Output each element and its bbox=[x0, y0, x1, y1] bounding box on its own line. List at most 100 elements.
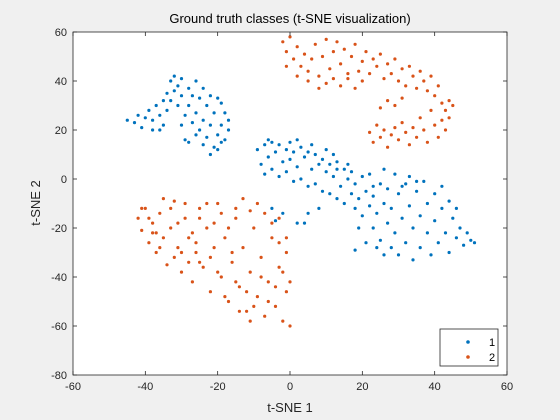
legend-marker-series-1 bbox=[466, 340, 470, 344]
data-point bbox=[172, 255, 176, 259]
data-point bbox=[165, 108, 169, 112]
data-point bbox=[404, 84, 408, 88]
data-point bbox=[266, 280, 270, 284]
data-point bbox=[198, 260, 202, 264]
data-point bbox=[335, 160, 339, 164]
data-point bbox=[357, 69, 361, 73]
data-point bbox=[378, 238, 382, 242]
data-point bbox=[212, 145, 216, 149]
data-point bbox=[143, 206, 147, 210]
data-point bbox=[407, 204, 411, 208]
data-point bbox=[226, 118, 231, 122]
data-point bbox=[277, 265, 281, 269]
data-point bbox=[306, 211, 310, 215]
data-point bbox=[415, 135, 419, 139]
data-point bbox=[259, 255, 263, 259]
data-point bbox=[205, 226, 209, 230]
data-point bbox=[425, 140, 429, 144]
data-point bbox=[393, 172, 397, 176]
data-point bbox=[310, 143, 314, 147]
data-point bbox=[368, 72, 372, 76]
data-point bbox=[223, 111, 227, 115]
data-point bbox=[237, 309, 241, 313]
data-point bbox=[172, 89, 176, 93]
data-point bbox=[429, 74, 433, 78]
data-point bbox=[281, 160, 285, 164]
data-point bbox=[154, 250, 158, 255]
data-point bbox=[306, 69, 310, 73]
data-point bbox=[201, 265, 205, 269]
x-tick-label: 40 bbox=[429, 381, 441, 393]
data-point bbox=[169, 99, 173, 103]
data-point bbox=[259, 162, 263, 166]
data-point bbox=[342, 201, 346, 206]
data-point bbox=[273, 150, 278, 154]
data-point bbox=[335, 40, 339, 44]
data-point bbox=[158, 211, 162, 215]
data-point bbox=[396, 79, 401, 83]
data-point bbox=[368, 204, 372, 208]
data-point bbox=[349, 192, 354, 196]
data-point bbox=[320, 157, 325, 161]
data-point bbox=[353, 248, 357, 252]
data-point bbox=[281, 319, 285, 323]
data-point bbox=[277, 241, 281, 245]
data-point bbox=[357, 197, 361, 201]
data-point bbox=[198, 216, 202, 220]
data-point bbox=[299, 177, 303, 181]
data-point bbox=[270, 206, 274, 210]
data-point bbox=[371, 194, 375, 198]
data-point bbox=[223, 295, 227, 299]
data-point bbox=[270, 167, 274, 171]
data-point bbox=[310, 167, 314, 171]
data-point bbox=[237, 285, 241, 289]
legend-label-series-1: 1 bbox=[489, 337, 495, 349]
data-point bbox=[404, 130, 408, 134]
data-point bbox=[176, 221, 180, 225]
data-point bbox=[302, 52, 307, 56]
data-point bbox=[241, 246, 245, 250]
data-point bbox=[277, 143, 281, 147]
data-point bbox=[382, 201, 386, 206]
data-point bbox=[400, 67, 404, 71]
data-point bbox=[281, 211, 285, 215]
data-point bbox=[187, 103, 191, 108]
data-point bbox=[317, 162, 321, 166]
data-point bbox=[252, 226, 256, 230]
data-point bbox=[317, 74, 321, 78]
data-point bbox=[302, 155, 307, 159]
data-point bbox=[454, 206, 458, 210]
data-point bbox=[375, 64, 379, 68]
data-point bbox=[411, 226, 415, 230]
data-point bbox=[368, 130, 372, 134]
data-point bbox=[339, 184, 343, 188]
data-point bbox=[288, 157, 292, 161]
data-point bbox=[194, 79, 198, 83]
data-point bbox=[151, 128, 155, 132]
data-point bbox=[429, 108, 433, 112]
data-point bbox=[234, 216, 238, 220]
data-point bbox=[331, 77, 335, 81]
data-point bbox=[364, 50, 368, 54]
data-point bbox=[393, 231, 397, 235]
legend: 1 2 bbox=[439, 328, 499, 367]
data-point bbox=[404, 182, 408, 186]
data-point bbox=[346, 77, 350, 81]
data-point bbox=[263, 143, 267, 147]
data-point bbox=[288, 324, 292, 328]
y-tick-label: -80 bbox=[51, 370, 67, 382]
data-point bbox=[158, 128, 162, 132]
data-point bbox=[161, 99, 165, 103]
data-point bbox=[418, 214, 422, 218]
data-point bbox=[223, 138, 227, 142]
data-point bbox=[386, 62, 390, 66]
data-point bbox=[198, 128, 202, 132]
data-point bbox=[270, 236, 274, 240]
data-point bbox=[201, 143, 205, 147]
data-point bbox=[328, 192, 332, 196]
data-point bbox=[317, 86, 321, 90]
data-point bbox=[208, 255, 212, 259]
data-point bbox=[310, 57, 314, 61]
data-point bbox=[219, 101, 223, 105]
data-point bbox=[433, 123, 437, 127]
